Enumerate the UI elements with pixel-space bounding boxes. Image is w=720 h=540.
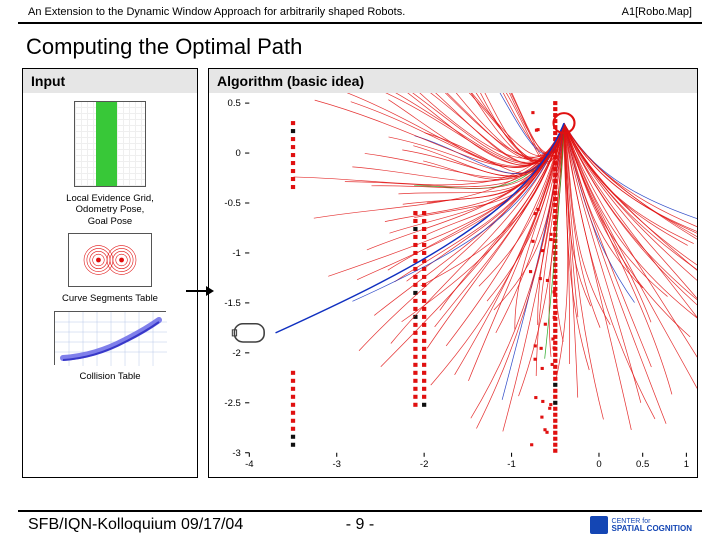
input-panel-body: Local Evidence Grid, Odometry Pose, Goal…	[23, 93, 197, 477]
input-panel-head: Input	[23, 69, 197, 93]
svg-text:-1: -1	[232, 248, 240, 258]
curve-segments-thumb	[68, 233, 152, 287]
content-row: Input Local Evidence Grid, Odometry Pose…	[0, 68, 720, 478]
svg-text:0.5: 0.5	[636, 459, 649, 469]
svg-text:0.5: 0.5	[228, 98, 241, 108]
algorithm-panel-head: Algorithm (basic idea)	[209, 69, 697, 93]
svg-text:-0.5: -0.5	[224, 198, 240, 208]
svg-text:0: 0	[596, 459, 601, 469]
algorithm-plot: 0.5 0 -0.5 -1 -1.5 -2 -2.5 -3 -4 -3 -2 -1 0 0.5 1	[209, 93, 697, 477]
footer-logo: CENTER for SPATIAL COGNITION	[590, 516, 692, 534]
evidence-grid-thumb	[74, 101, 146, 187]
svg-text:1: 1	[684, 459, 689, 469]
svg-text:-1.5: -1.5	[224, 298, 240, 308]
caption-collision: Collision Table	[79, 371, 140, 382]
svg-text:-3: -3	[332, 459, 340, 469]
svg-text:-2: -2	[232, 348, 240, 358]
footer-left: SFB/IQN-Kolloquium 09/17/04	[28, 516, 243, 534]
svg-text:0: 0	[236, 148, 241, 158]
logo-icon	[590, 516, 608, 534]
collision-table-thumb	[54, 311, 166, 365]
header-right: A1[Robo.Map]	[622, 6, 692, 18]
svg-text:-1: -1	[507, 459, 515, 469]
caption-evidence: Local Evidence Grid, Odometry Pose, Goal…	[66, 193, 154, 227]
logo-bottom: SPATIAL COGNITION	[612, 525, 692, 533]
arrow-icon	[186, 284, 214, 298]
svg-text:-2: -2	[420, 459, 428, 469]
input-panel: Input Local Evidence Grid, Odometry Pose…	[22, 68, 198, 478]
svg-text:-3: -3	[232, 448, 240, 458]
page-title: Computing the Optimal Path	[0, 24, 720, 68]
footer-rule	[18, 510, 702, 512]
algorithm-panel: Algorithm (basic idea) 0.5 0 -0.5 -1 -1.5 -2 -…	[208, 68, 698, 478]
footer-page: - 9 -	[346, 516, 374, 534]
caption-curve-seg: Curve Segments Table	[62, 293, 158, 304]
svg-text:-2.5: -2.5	[224, 398, 240, 408]
header-subtitle: An Extension to the Dynamic Window Appro…	[28, 6, 405, 18]
svg-text:-4: -4	[245, 459, 253, 469]
